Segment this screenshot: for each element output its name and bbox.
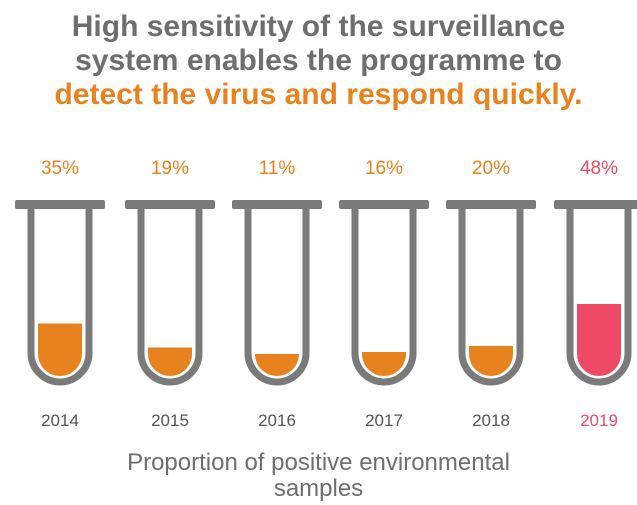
- headline: High sensitivity of the surveillance sys…: [0, 10, 637, 112]
- headline-line-3: detect the virus and respond quickly.: [54, 78, 583, 111]
- tube-cap-2015: [125, 200, 215, 209]
- tube-value-label-2018: 20%: [472, 158, 510, 179]
- tube-group-2016: 11% 2016: [232, 158, 322, 430]
- tube-group-2018: 20% 2018: [446, 158, 536, 430]
- tube-outline-2015: [137, 208, 203, 386]
- tube-fill-2014: [38, 323, 82, 376]
- tube-value-label-2014: 35%: [41, 158, 79, 179]
- tube-value-label-2015: 19%: [151, 158, 189, 179]
- tube-year-label-2016: 2016: [258, 411, 296, 430]
- tube-fill-2015: [148, 347, 192, 376]
- tube-outline-2017: [351, 208, 417, 386]
- tube-fill-2019: [577, 304, 621, 376]
- tube-value-label-2017: 16%: [365, 158, 403, 179]
- tube-outline-2018: [458, 208, 524, 386]
- caption-line-2: samples: [273, 475, 364, 502]
- tube-fill-2017: [362, 352, 406, 376]
- tube-cap-2014: [15, 200, 105, 209]
- tube-cap-2018: [446, 200, 536, 209]
- tube-outline-2019: [566, 208, 632, 386]
- tube-year-label-2014: 2014: [41, 411, 79, 430]
- tube-year-label-2017: 2017: [365, 411, 403, 430]
- caption-line-1: Proportion of positive environmental: [127, 449, 510, 476]
- tube-group-2019: 48% 2019: [554, 158, 637, 430]
- tube-fill-2016: [255, 354, 299, 376]
- tube-group-2014: 35% 2014: [15, 158, 105, 430]
- tube-value-label-2016: 11%: [259, 158, 296, 179]
- tube-year-label-2015: 2015: [151, 411, 189, 430]
- tube-fill-2018: [469, 346, 513, 376]
- tube-group-2017: 16% 2017: [339, 158, 429, 430]
- test-tube-chart: 35% 2014 19% 2015 11% 2016 16% 2017 20% 2018 48% 20…: [15, 158, 637, 430]
- tube-outline-2016: [244, 208, 310, 386]
- chart-caption: Proportion of positive environmental sam…: [0, 450, 637, 502]
- tube-value-label-2019: 48%: [580, 158, 618, 179]
- tube-cap-2016: [232, 200, 322, 209]
- tube-year-label-2018: 2018: [472, 411, 510, 430]
- tube-outline-2014: [27, 208, 93, 386]
- tube-group-2015: 19% 2015: [125, 158, 215, 430]
- tube-year-label-2019: 2019: [580, 411, 618, 430]
- tube-cap-2017: [339, 200, 429, 209]
- headline-line-2: system enables the programme to: [75, 44, 562, 77]
- headline-line-1: High sensitivity of the surveillance: [71, 10, 566, 43]
- tube-cap-2019: [554, 200, 637, 209]
